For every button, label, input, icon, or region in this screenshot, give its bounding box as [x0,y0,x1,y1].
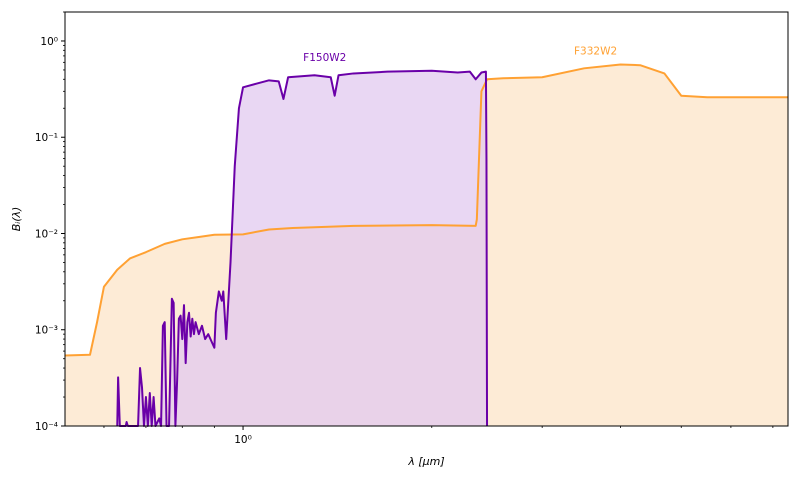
y-tick-label: 10⁻¹ [35,132,58,144]
y-tick-label: 10⁻² [35,228,58,240]
series-label-f150w2: F150W2 [303,52,346,64]
y-axis-label: Bᵢ(λ) [10,207,23,232]
plot-frame [64,11,789,427]
series-lines [64,63,788,427]
series-label-f332w2: F332W2 [574,46,617,58]
y-tick-label: 10⁰ [40,36,58,48]
x-axis-label: λ [μm] [407,455,444,468]
series-line-f332w2 [64,63,788,357]
x-tick-label: 10⁰ [234,434,252,446]
series-labels: F332W2 F150W2 [303,46,617,64]
y-tick-label: 10⁻³ [35,325,58,337]
x-axis: 10⁰ [103,426,774,446]
series-line-f150w2 [116,69,489,427]
series-fills [65,64,788,427]
y-tick-label: 10⁻⁴ [35,421,58,433]
y-axis: 10⁻⁴ 10⁻³ 10⁻² 10⁻¹ 10⁰ [35,11,65,433]
series-fill-f150w2 [117,70,488,427]
